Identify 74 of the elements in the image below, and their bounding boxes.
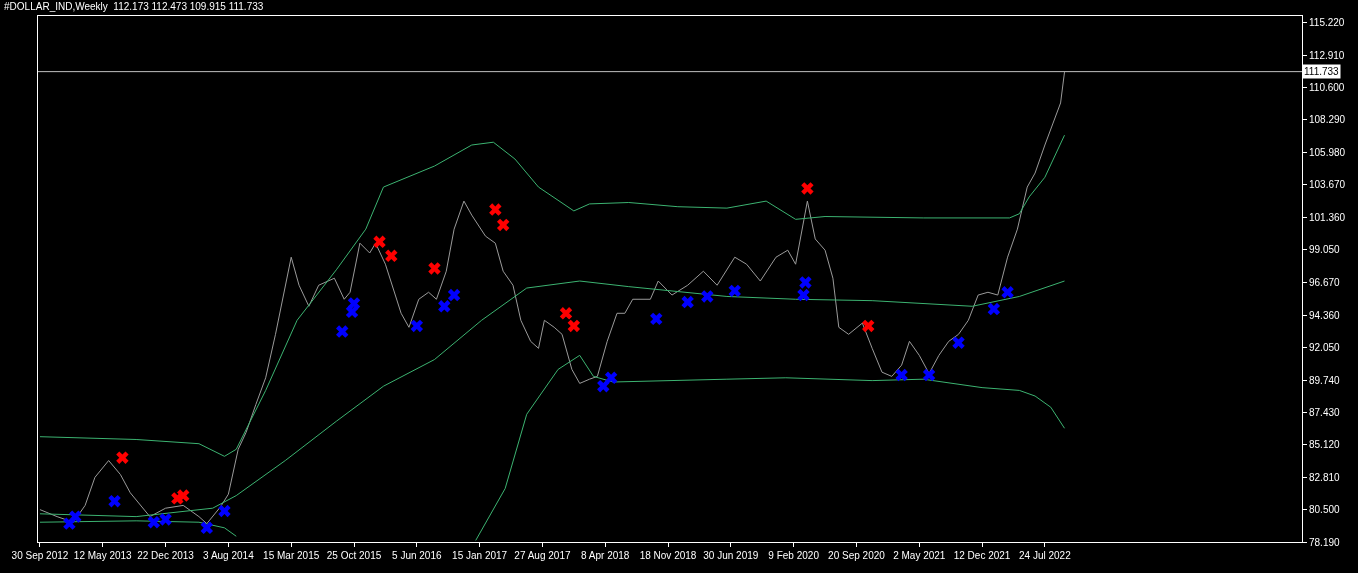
point	[347, 297, 361, 310]
point	[373, 235, 386, 248]
point	[147, 516, 161, 529]
point	[116, 451, 129, 464]
y-tick-label: 87.430	[1309, 406, 1341, 418]
y-tick-label: 105.980	[1309, 146, 1346, 158]
y-tick-label: 96.670	[1309, 277, 1341, 289]
point	[559, 307, 573, 320]
y-tick-label: 94.360	[1309, 309, 1341, 321]
y-tick-label: 89.740	[1309, 374, 1341, 386]
y-tick-label: 99.050	[1309, 243, 1341, 255]
point	[701, 290, 714, 303]
line-series	[39, 280, 1066, 518]
point	[862, 319, 875, 333]
x-tick-label: 2 May 2021	[893, 550, 946, 561]
y-tick-label: 80.500	[1309, 504, 1341, 516]
x-tick-label: 12 May 2013	[73, 550, 133, 561]
point	[797, 288, 810, 302]
x-tick-label: 27 Aug 2017	[514, 550, 571, 561]
x-tick-label: 30 Sep 2012	[11, 550, 69, 561]
point	[650, 312, 663, 326]
point	[489, 203, 502, 216]
line-series	[39, 134, 1066, 457]
point	[447, 288, 461, 302]
point	[567, 319, 581, 333]
y-tick-label: 101.360	[1309, 211, 1346, 223]
point	[336, 325, 349, 338]
point	[922, 368, 936, 382]
x-tick-label: 3 Aug 2014	[203, 550, 255, 561]
y-tick-label: 78.190	[1309, 536, 1341, 548]
y-tick-label: 103.670	[1309, 179, 1346, 191]
x-tick-label: 22 Dec 2013	[137, 550, 195, 561]
point	[604, 371, 618, 385]
x-tick-label: 5 Jun 2016	[392, 550, 442, 561]
point	[799, 276, 812, 289]
y-tick-label: 92.050	[1309, 342, 1341, 354]
x-tick-label: 15 Mar 2015	[263, 550, 320, 561]
ref-line-label: 111.733	[1304, 66, 1340, 77]
point	[159, 513, 172, 526]
y-tick-label: 112.910	[1309, 49, 1345, 61]
point	[597, 379, 610, 393]
point	[681, 295, 694, 309]
x-tick-label: 25 Oct 2015	[326, 550, 382, 561]
point	[728, 284, 741, 298]
y-tick-label: 85.120	[1309, 439, 1341, 451]
point	[385, 249, 398, 263]
x-tick-label: 12 Dec 2021	[953, 550, 1011, 561]
point	[952, 336, 965, 349]
x-tick-label: 9 Feb 2020	[768, 550, 820, 561]
point	[895, 368, 908, 382]
point	[218, 504, 231, 518]
point	[410, 319, 424, 333]
point	[108, 494, 121, 508]
point	[496, 218, 510, 232]
x-tick-label: 30 Jun 2019	[703, 550, 759, 561]
x-tick-label: 24 Jul 2022	[1019, 550, 1072, 561]
point	[1001, 286, 1014, 299]
y-tick-label: 108.290	[1309, 114, 1346, 126]
point	[69, 510, 82, 523]
y-tick-label: 110.600	[1309, 82, 1345, 94]
point	[428, 262, 441, 275]
y-tick-label: 115.220	[1309, 17, 1345, 29]
x-tick-label: 18 Nov 2018	[639, 550, 697, 561]
point	[177, 489, 190, 502]
point	[345, 305, 359, 319]
x-tick-label: 15 Jan 2017	[452, 550, 508, 561]
point	[801, 182, 814, 195]
chart-title: #DOLLAR_IND,Weekly 112.173 112.473 109.915 111.733	[4, 0, 264, 12]
point	[987, 302, 1001, 316]
point	[200, 521, 214, 535]
y-tick-label: 82.810	[1309, 471, 1341, 483]
point	[438, 300, 451, 313]
x-tick-label: 8 Apr 2018	[581, 550, 630, 561]
x-tick-label: 20 Sep 2020	[828, 550, 886, 561]
